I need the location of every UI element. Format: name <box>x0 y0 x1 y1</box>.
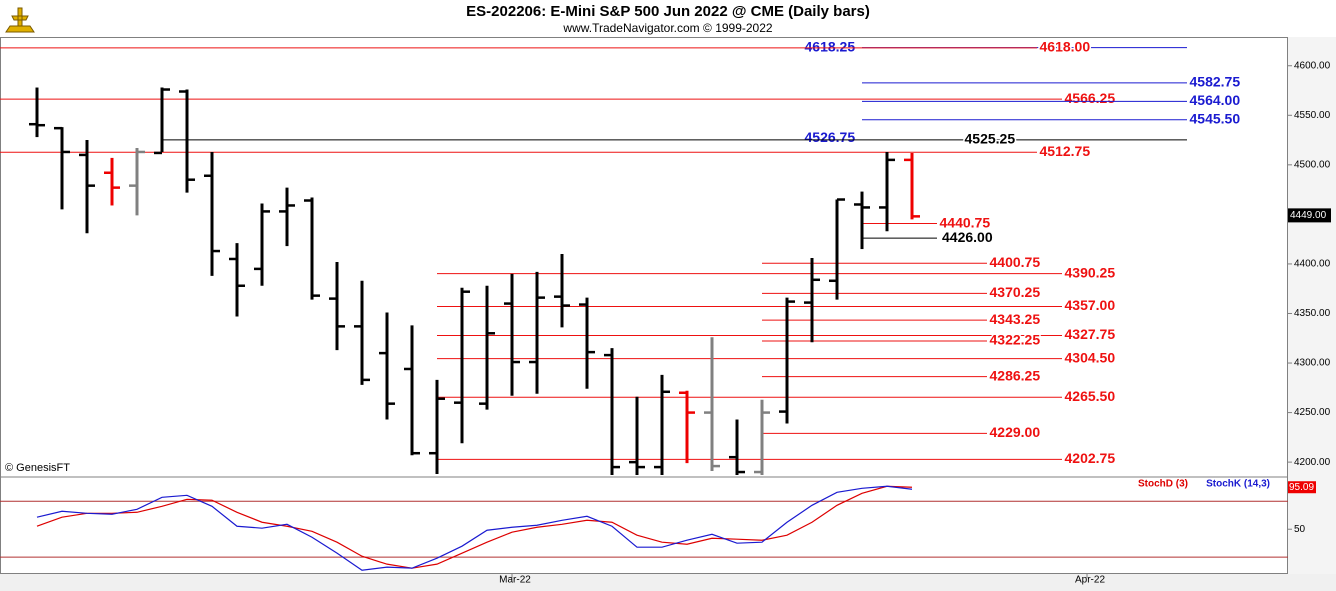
logo <box>5 7 35 33</box>
level-label: 4525.25 <box>965 131 1016 147</box>
y-tick-label: 4350.00 <box>1294 308 1331 319</box>
last-price-label: 4449.00 <box>1290 210 1327 221</box>
x-tick-label: Mar-22 <box>499 575 531 586</box>
last-price-box <box>1288 208 1331 223</box>
level-label: 4390.25 <box>1065 264 1116 280</box>
legend-entry: StochD (3) <box>1138 479 1188 490</box>
y-tick-label: 4250.00 <box>1294 407 1331 418</box>
level-label: 4618.25 <box>805 38 856 54</box>
x-tick-label: Apr-22 <box>1075 575 1105 586</box>
y-tick-label: 4200.00 <box>1294 457 1331 468</box>
level-label: 4566.25 <box>1065 90 1116 106</box>
level-label: 4202.75 <box>1065 450 1116 466</box>
level-label: 4440.75 <box>940 214 991 230</box>
level-label: 4564.00 <box>1190 92 1241 108</box>
level-label: 4327.75 <box>1065 326 1116 342</box>
level-label: 4343.25 <box>990 311 1041 327</box>
y-tick-label: 4550.00 <box>1294 110 1331 121</box>
level-label: 4400.75 <box>990 254 1041 270</box>
level-label: 4229.00 <box>990 424 1041 440</box>
chart-title: ES-202206: E-Mini S&P 500 Jun 2022 @ CME… <box>466 3 870 20</box>
level-label: 4357.00 <box>1065 297 1116 313</box>
level-label: 4618.00 <box>1040 39 1091 55</box>
chart-subtitle: www.TradeNavigator.com © 1999-2022 <box>562 21 772 35</box>
level-label: 4304.50 <box>1065 349 1116 365</box>
level-label: 4426.00 <box>942 229 993 245</box>
level-label: 4526.75 <box>805 129 856 145</box>
date-axis-area <box>0 574 1336 591</box>
level-label: 4545.50 <box>1190 110 1241 126</box>
level-label: 4265.50 <box>1065 388 1116 404</box>
watermark: © GenesisFT <box>5 462 70 474</box>
y-tick-label: 4300.00 <box>1294 358 1331 369</box>
y-tick-label: 4500.00 <box>1294 159 1331 170</box>
level-label: 4582.75 <box>1190 74 1241 90</box>
level-label: 4322.25 <box>990 332 1041 348</box>
level-label: 4286.25 <box>990 367 1041 383</box>
stoch-last-box <box>1288 481 1316 494</box>
y-tick-label: 4400.00 <box>1294 259 1331 270</box>
legend-entry: StochK (14,3) <box>1206 479 1270 490</box>
stoch-last-label: 95.09 <box>1289 482 1314 493</box>
y-tick-label: 4600.00 <box>1294 60 1331 71</box>
stoch-line <box>36 485 913 571</box>
level-label: 4370.25 <box>990 284 1041 300</box>
stoch-tick-label: 50 <box>1294 524 1306 535</box>
level-label: 4512.75 <box>1040 143 1091 159</box>
plot-frame <box>0 37 1288 574</box>
